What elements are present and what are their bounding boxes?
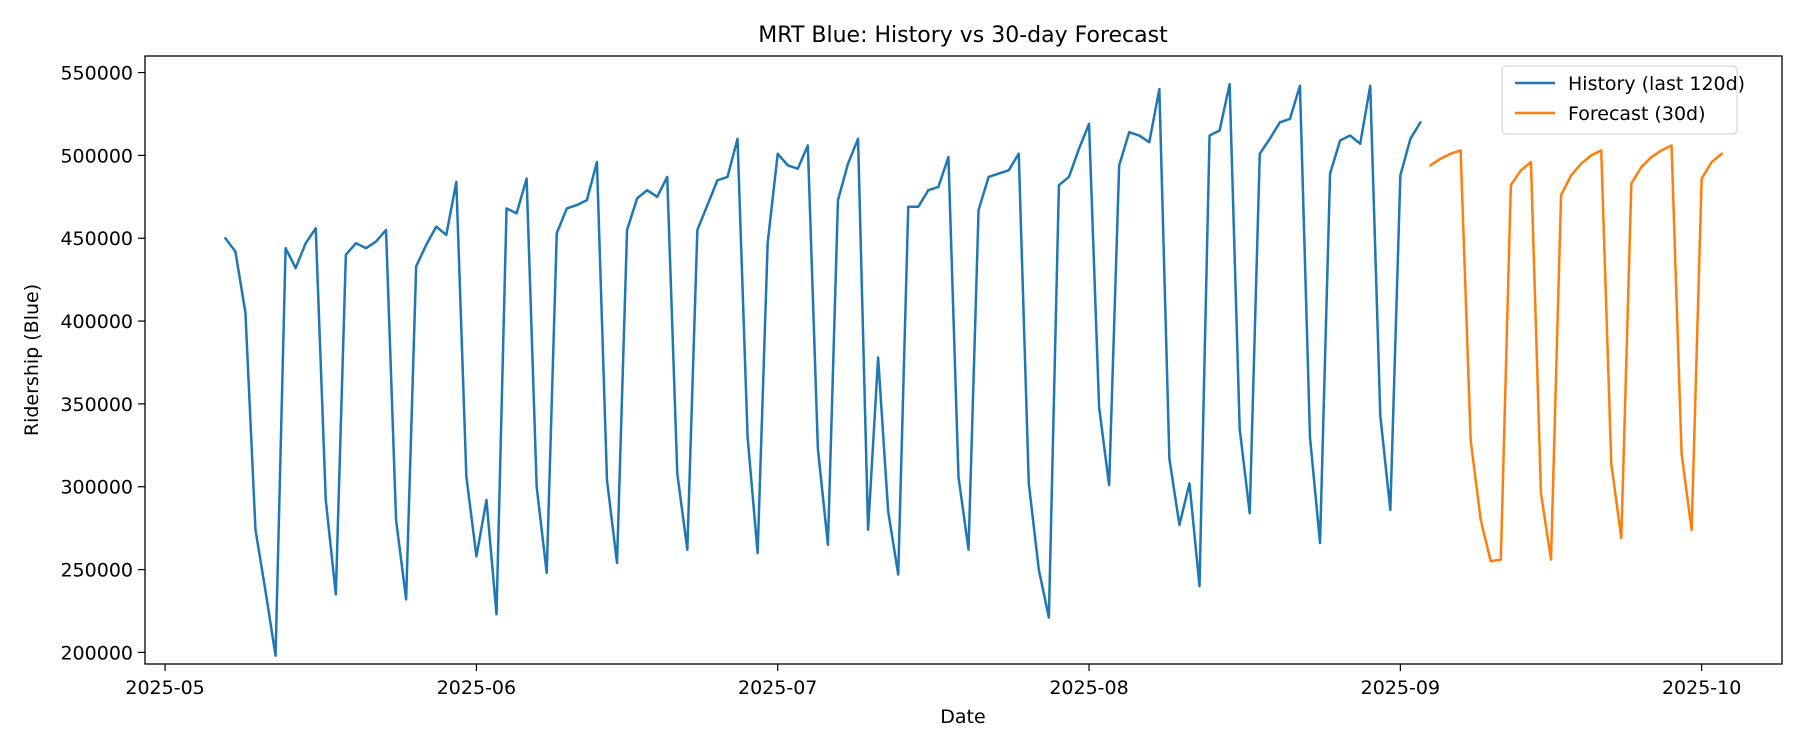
y-tick-label: 250000	[60, 560, 133, 582]
y-tick-label: 450000	[60, 228, 133, 250]
series-layer	[224, 82, 1723, 657]
y-tick-label: 350000	[60, 394, 133, 416]
y-tick-label: 400000	[60, 311, 133, 333]
x-tick-label: 2025-09	[1361, 677, 1440, 699]
y-tick-label: 200000	[60, 642, 133, 664]
legend-box	[1501, 65, 1738, 135]
x-tick-label: 2025-06	[437, 677, 516, 699]
x-axis: 2025-05 2025-06 2025-07 2025-08 2025-09 2025-…	[125, 664, 1741, 699]
series-line-0	[224, 82, 1422, 657]
plot-frame	[144, 55, 1783, 665]
x-tick-label: 2025-10	[1662, 677, 1741, 699]
y-tick-label: 300000	[60, 477, 133, 499]
chart-title: MRT Blue: History vs 30-day Forecast	[758, 23, 1168, 48]
x-tick-label: 2025-08	[1049, 677, 1128, 699]
y-tick-label: 500000	[60, 145, 133, 167]
y-axis: 200000 250000 300000 350000 400000 450000 5000…	[60, 63, 145, 664]
series-line-1	[1429, 144, 1723, 563]
x-tick-label: 2025-07	[738, 677, 817, 699]
y-axis-label: Ridership (Blue)	[21, 284, 43, 436]
y-tick-label: 550000	[60, 63, 133, 85]
legend-label-forecast: Forecast (30d)	[1568, 103, 1706, 125]
x-tick-label: 2025-05	[125, 677, 204, 699]
legend: History (last 120d) Forecast (30d)	[1501, 65, 1745, 135]
x-axis-label: Date	[940, 706, 985, 728]
legend-label-history: History (last 120d)	[1568, 73, 1745, 95]
